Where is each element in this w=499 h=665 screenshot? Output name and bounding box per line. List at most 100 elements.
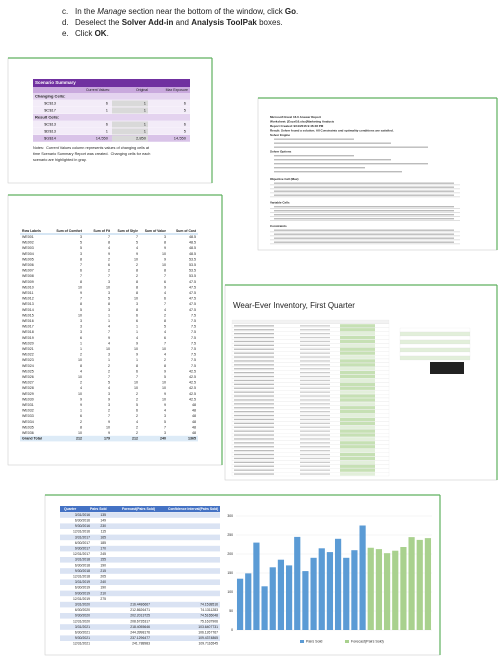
pivot-cell: WE026 (22, 375, 34, 379)
table-title: Scenario Summary (35, 80, 76, 85)
table-band (60, 624, 220, 630)
pivot-cell: 2 (136, 425, 138, 429)
sheet-highlight (340, 332, 375, 336)
quarter: 12/31/2018 (73, 574, 90, 578)
pivot-total: 212 (76, 437, 82, 441)
sheet-filler (234, 391, 274, 393)
pivot-cell: 2 (136, 397, 138, 401)
pivot-cell: 5 (108, 297, 110, 301)
pivot-cell: 8 (164, 269, 166, 273)
pivot-cell: WE017 (22, 325, 34, 329)
forecast-bar (383, 553, 391, 630)
quarter: 3/31/2020 (75, 602, 90, 606)
sheet-highlight (340, 328, 375, 332)
pivot-cell: 2 (136, 392, 138, 396)
pivot-cell: 8 (136, 269, 138, 273)
pivot-cell: 7 (80, 297, 82, 301)
pairs-sold: 230 (100, 524, 106, 528)
step-text-part: Solver Add-in (122, 18, 174, 27)
pivot-cell: 42.5 (189, 386, 196, 390)
sheet-highlight (340, 472, 375, 476)
sheet-filler (234, 368, 274, 370)
pivot-cell: 9 (108, 420, 110, 424)
pivot-cell: 2 (136, 263, 138, 267)
pivot-cell: 6 (108, 263, 110, 267)
pivot-cell: 10 (162, 397, 166, 401)
cell: 5 (184, 129, 187, 134)
pivot-cell: 9 (108, 336, 110, 340)
pivot-cell: 9 (108, 252, 110, 256)
table-band (60, 557, 220, 563)
forecast-bar (367, 547, 374, 630)
report-line: Solver Options (270, 149, 292, 153)
pivot-cell: 7 (80, 274, 82, 278)
sheet-highlight (340, 343, 375, 347)
sheet-filler (234, 375, 274, 378)
cell: 14,550 (174, 136, 187, 141)
pivot-cell: 47.5 (189, 280, 196, 284)
sheet-filler (234, 407, 274, 409)
pivot-cell: 5 (108, 381, 110, 385)
pivot-cell: WE029 (22, 392, 34, 396)
quarter: 12/31/2020 (73, 619, 90, 623)
total-row (20, 435, 198, 442)
report-filler (274, 186, 454, 188)
pairs-sold: 185 (100, 541, 106, 545)
sheet-filler (234, 395, 274, 397)
table-band (60, 512, 220, 518)
interval-value: 109.4374865 (198, 636, 218, 640)
sheet-filler (234, 469, 274, 471)
sheet-filler (234, 399, 274, 401)
pivot-cell: 7.5 (191, 336, 196, 340)
sheet-filler (234, 430, 274, 432)
pairs-sold-bar (351, 550, 358, 630)
sheet-filler (234, 438, 274, 440)
pivot-cell: 3 (108, 392, 110, 396)
table-band (60, 545, 220, 552)
y-tick-label: 0 (231, 628, 233, 632)
pivot-cell: WE001 (22, 235, 34, 239)
y-tick-label: 100 (227, 590, 233, 594)
report-filler (274, 190, 454, 192)
sheet-highlight (340, 351, 375, 355)
pivot-cell: 8 (164, 319, 166, 323)
pivot-cell: 2 (80, 420, 82, 424)
pivot-cell: 6 (164, 280, 166, 284)
sheet-highlight (340, 367, 375, 371)
cell: 6 (106, 122, 109, 127)
pivot-cell: 6 (80, 336, 82, 340)
pairs-sold-bar (245, 573, 252, 630)
forecast-bar (392, 550, 399, 630)
cell: 2,850 (136, 136, 147, 141)
pairs-sold-bar (261, 586, 268, 630)
pivot-cell: 3 (136, 302, 138, 306)
pivot-cell: 42.5 (189, 381, 196, 385)
sheet-filler (300, 344, 330, 346)
pivot-cell: 4 (80, 369, 82, 373)
pairs-sold-bar (334, 538, 342, 630)
pivot-cell: 9 (136, 341, 138, 345)
pivot-cell: 7 (80, 263, 82, 267)
step-letter: e. (62, 29, 69, 38)
pairs-sold: 205 (100, 574, 106, 578)
pivot-cell: WE010 (22, 285, 34, 289)
sheet-filler (234, 352, 274, 354)
y-tick-label: 50 (229, 609, 233, 613)
quarter: 12/31/2016 (73, 530, 90, 534)
table-band (60, 579, 220, 585)
interval-value: 74.1538516 (200, 602, 218, 606)
pivot-cell: 7 (108, 235, 110, 239)
sheet-highlight (340, 398, 375, 402)
report-filler (274, 167, 365, 169)
pairs-sold-bar (326, 552, 334, 630)
pairs-sold: 215 (100, 569, 106, 573)
pivot-cell: 2 (108, 269, 110, 273)
section-row (33, 93, 190, 100)
cell: 1 (144, 122, 147, 127)
table-header-bar (60, 506, 220, 512)
sheet-filler (300, 446, 330, 448)
report-line: Solver Engine (270, 133, 290, 137)
sheet-filler (234, 461, 274, 463)
pivot-cell: 1 (80, 341, 82, 345)
forecast-value: 208.6735317 (130, 619, 150, 623)
